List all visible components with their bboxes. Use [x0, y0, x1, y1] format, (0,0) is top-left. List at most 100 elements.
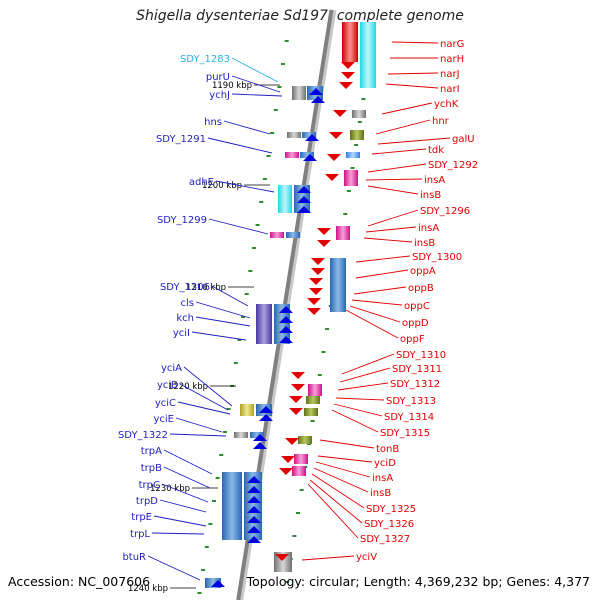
tick-mark	[233, 362, 238, 364]
gene-label-right: SDY_1326	[364, 519, 414, 530]
gene-arrow-left	[211, 580, 225, 587]
gene-block-right	[306, 396, 320, 404]
gene-label-left: yciE	[153, 414, 174, 425]
tick-mark	[343, 213, 348, 215]
leader-line-left	[169, 433, 227, 437]
tick-mark	[212, 500, 216, 502]
leader-line-right	[345, 309, 399, 339]
gene-block-right	[298, 436, 312, 444]
tick-mark	[281, 63, 286, 65]
tick-mark	[310, 420, 315, 422]
leader-line-right	[367, 163, 427, 173]
gene-arrow-right	[275, 554, 289, 561]
gene-label-left: trpA	[141, 446, 162, 457]
gene-arrow-right	[317, 228, 331, 235]
gene-block-left	[302, 132, 316, 138]
gene-label-right: yciV	[356, 552, 377, 563]
leader-line-right	[387, 72, 439, 75]
kbp-label: 1190 kbp	[212, 81, 252, 91]
gene-block-left	[205, 578, 221, 588]
gene-label-right: SDY_1292	[428, 160, 478, 171]
tick-mark	[270, 132, 275, 134]
leader-line-left	[161, 483, 209, 503]
gene-arrow-right	[291, 372, 305, 379]
leader-line-left	[191, 331, 247, 341]
leader-line-left	[231, 75, 281, 93]
gene-label-right: oppC	[404, 301, 430, 312]
tick-mark	[266, 155, 271, 157]
leader-line-right	[365, 226, 417, 233]
leader-line-left	[151, 532, 205, 535]
leader-line-left	[163, 449, 213, 475]
leader-line-left	[183, 366, 233, 407]
leader-line-right	[355, 255, 411, 263]
gene-arrow-right	[339, 82, 353, 89]
gene-label-right: hnr	[432, 116, 450, 127]
leader-line-right	[381, 102, 433, 115]
tick-mark	[219, 454, 224, 456]
leader-line-left	[207, 137, 273, 154]
gene-label-left: yciB	[157, 380, 178, 391]
tick-mark	[273, 109, 278, 111]
gene-arrow-left	[279, 336, 293, 343]
tick-mark	[244, 293, 249, 295]
gene-arrow-left	[247, 506, 261, 513]
leader-line-left	[153, 515, 207, 527]
gene-label-left: SDY_1299	[157, 215, 207, 226]
gene-label-right: narI	[440, 84, 460, 95]
gene-arrow-left	[279, 316, 293, 323]
gene-block-left	[278, 185, 292, 213]
gene-label-right: insA	[372, 473, 393, 484]
kbp-label: 1200 kbp	[202, 181, 242, 191]
gene-arrow-left	[247, 496, 261, 503]
leader-line-right	[317, 455, 373, 463]
kbp-label: 1230 kbp	[150, 484, 190, 494]
gene-label-left: trpB	[141, 463, 162, 474]
leader-line-right	[385, 83, 439, 89]
gene-label-right: narH	[440, 54, 464, 65]
tick-mark	[346, 190, 351, 192]
gene-arrow-right	[327, 154, 341, 161]
gene-arrow-left	[305, 134, 319, 141]
gene-arrow-left	[297, 186, 311, 193]
gene-arrow-left	[253, 434, 267, 441]
gene-arrow-right	[329, 132, 343, 139]
gene-label-right: SDY_1313	[386, 396, 436, 407]
tick-mark	[215, 477, 220, 479]
gene-label-left: adhE	[189, 177, 214, 188]
gene-label-right: galU	[452, 134, 475, 145]
tick-mark	[237, 339, 242, 341]
gene-block-left	[256, 304, 272, 344]
gene-arrow-left	[247, 536, 261, 543]
tick-mark	[201, 569, 206, 571]
gene-label-left: yciA	[161, 363, 182, 374]
tick-mark	[262, 178, 267, 180]
gene-arrow-left	[247, 486, 261, 493]
leader-line-right	[341, 353, 395, 375]
leader-line-right	[301, 555, 355, 561]
tick-mark	[361, 98, 366, 100]
gene-block-right	[344, 170, 358, 186]
leader-line-left	[231, 57, 279, 83]
gene-arrow-right	[317, 240, 331, 247]
gene-block-right	[350, 130, 364, 140]
gene-label-left: ychJ	[209, 90, 230, 101]
leader-line-right	[377, 137, 451, 145]
leader-line-left	[208, 218, 269, 235]
gene-block-right	[330, 258, 346, 312]
gene-label-right: oppD	[402, 318, 429, 329]
gene-block-left	[300, 152, 314, 158]
tick-mark	[354, 144, 359, 146]
gene-block-left	[292, 86, 306, 100]
gene-label-left: SDY_1322	[118, 430, 168, 441]
gene-label-right: insB	[414, 238, 435, 249]
gene-arrow-left	[297, 206, 311, 213]
gene-block-right	[346, 152, 360, 158]
gene-arrow-left	[303, 154, 317, 161]
gene-label-right: oppF	[400, 334, 425, 345]
gene-block-right	[352, 110, 366, 118]
tick-mark	[292, 535, 297, 537]
gene-label-right: insA	[418, 223, 439, 234]
gene-label-right: ychK	[434, 99, 459, 110]
